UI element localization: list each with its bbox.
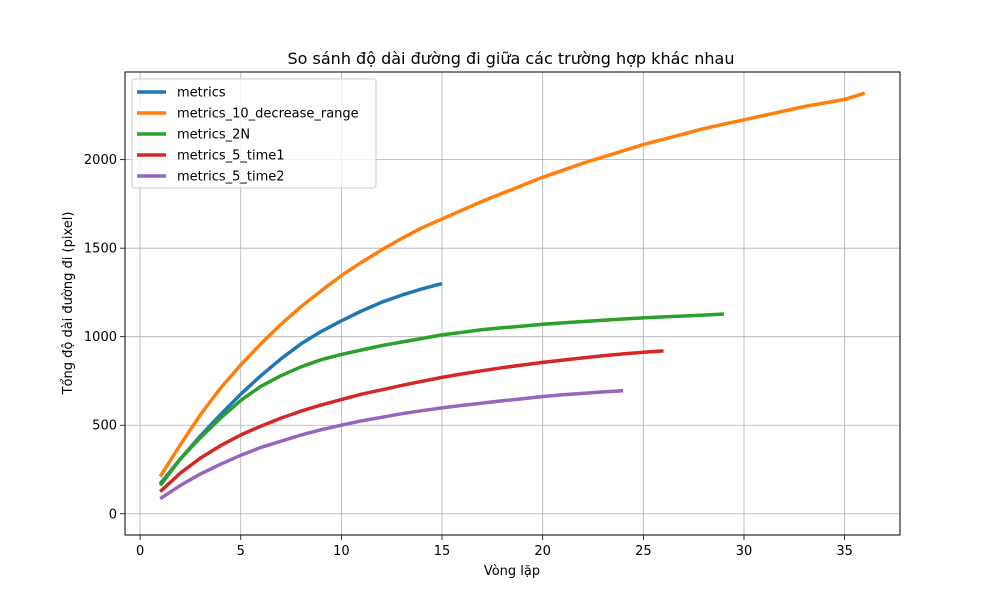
series-lines <box>158 91 866 501</box>
y-tick-label: 500 <box>92 419 117 434</box>
series-line-metrics-5-time1 <box>159 349 664 493</box>
legend-label: metrics_5_time2 <box>177 170 285 185</box>
x-tick-label: 15 <box>434 544 451 559</box>
y-tick-label: 2000 <box>84 153 117 168</box>
x-tick-label: 35 <box>836 544 853 559</box>
x-tick-label: 0 <box>136 544 144 559</box>
legend-label: metrics_2N <box>177 128 250 143</box>
legend-label: metrics <box>177 86 226 101</box>
plot-area-frame <box>124 71 901 536</box>
x-tick-label: 30 <box>736 544 753 559</box>
x-tick-label: 20 <box>534 544 551 559</box>
x-axis-label: Vòng lặp <box>484 564 540 579</box>
y-axis-label: Tổng độ dài đường đi (pixel) <box>61 212 76 396</box>
legend: metrics metrics_10_decrease_range metrics_… <box>131 78 377 189</box>
x-tick-label: 10 <box>333 544 350 559</box>
y-tick-label: 1000 <box>84 330 117 345</box>
axis-ticks: 0 5 10 15 20 25 30 35 0 500 1000 1500 2000 <box>84 153 853 559</box>
chart-title: So sánh độ dài đường đi giữa các trường … <box>288 49 735 68</box>
x-tick-label: 25 <box>635 544 652 559</box>
legend-label: metrics_10_decrease_range <box>177 107 359 122</box>
series-line-metrics-2N <box>158 312 724 487</box>
y-tick-label: 1500 <box>84 242 117 257</box>
legend-box <box>131 78 377 189</box>
series-line-metrics-5-time2 <box>159 388 624 501</box>
x-tick-label: 5 <box>237 544 245 559</box>
series-line-metrics-10-decrease-range <box>158 91 866 478</box>
legend-label: metrics_5_time1 <box>177 149 285 164</box>
y-tick-label: 0 <box>109 507 117 522</box>
